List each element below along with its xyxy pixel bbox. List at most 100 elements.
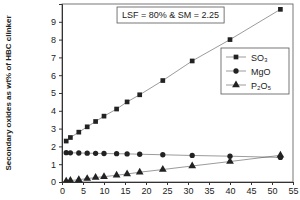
marker (226, 157, 234, 164)
tick-mark (59, 75, 62, 76)
tick: 45 (246, 182, 256, 196)
tick-label: 0 (51, 177, 56, 187)
tick: 0 (60, 182, 65, 196)
tick: 8 (51, 35, 62, 45)
tick: 2 (51, 142, 62, 152)
plot-frame (62, 4, 293, 182)
tick: 15 (120, 182, 130, 196)
tick-label: 8 (51, 35, 56, 45)
tick-mark (59, 93, 62, 94)
marker (76, 130, 81, 135)
tick: 3 (51, 124, 62, 134)
tick-mark (272, 182, 273, 185)
tick-label: 9 (51, 17, 56, 27)
marker (113, 171, 121, 178)
axis-line (63, 183, 294, 186)
marker (92, 173, 100, 180)
series-line (66, 155, 280, 181)
legend: SO₃ MgO P₂O₅ (221, 48, 289, 94)
tick: 25 (162, 182, 172, 196)
tick: 55 (288, 182, 298, 196)
tick-label: 1 (51, 160, 56, 170)
legend-box (221, 48, 289, 94)
tick-label: 5 (51, 88, 56, 98)
marker (190, 59, 195, 64)
tick-label: 30 (183, 186, 193, 196)
marker (114, 151, 119, 156)
tick-label: 45 (246, 186, 256, 196)
marker (114, 107, 119, 112)
marker (76, 150, 81, 155)
legend-marker (233, 68, 238, 73)
x-axis: 0510152025303540455055 (60, 182, 299, 196)
marker (85, 124, 90, 129)
tick-label: 3 (51, 124, 56, 134)
chart: 05101520253035404550550123456789LSF = 80… (0, 0, 300, 200)
tick-mark (59, 57, 62, 58)
tick-label: 7 (51, 53, 56, 63)
marker (137, 152, 142, 157)
tick: 1 (51, 160, 62, 170)
tick: 5 (51, 88, 62, 98)
marker (124, 151, 129, 156)
marker (101, 151, 106, 156)
marker (68, 135, 73, 140)
tick-mark (83, 182, 84, 185)
tick-label: 55 (288, 186, 298, 196)
marker (188, 162, 196, 169)
tick-mark (59, 111, 62, 112)
tick-label: 4 (51, 106, 56, 116)
legend-label: SO₃ (251, 53, 268, 63)
tick: 4 (51, 106, 62, 116)
legend-label: MgO (251, 67, 271, 77)
tick-label: 25 (162, 186, 172, 196)
tick-mark (188, 182, 189, 185)
tick-label: 6 (51, 71, 56, 81)
marker (228, 37, 233, 42)
marker (75, 175, 83, 182)
tick: 40 (225, 182, 235, 196)
tick-mark (59, 182, 62, 183)
y-axis: 0 1 2 3 4 5 6 7 8 9 (51, 5, 63, 188)
marker (125, 100, 130, 105)
tick-label: 2 (51, 142, 56, 152)
tick: 10 (99, 182, 109, 196)
tick: 7 (51, 53, 62, 63)
axis-line (59, 5, 63, 183)
tick-mark (59, 40, 62, 41)
legend-marker (234, 55, 239, 60)
tick-label: 10 (99, 186, 109, 196)
marker (136, 168, 144, 175)
data-layer (62, 7, 284, 182)
marker (93, 119, 98, 124)
tick-mark (125, 182, 126, 185)
marker (85, 151, 90, 156)
tick-mark (59, 146, 62, 147)
marker (160, 78, 165, 83)
annotation-box (117, 7, 224, 23)
tick-mark (59, 129, 62, 130)
legend-label: P₂O₅ (251, 81, 271, 91)
tick: 30 (183, 182, 193, 196)
tick-mark (59, 164, 62, 165)
marker (83, 174, 91, 181)
tick-label: 5 (81, 186, 86, 196)
marker (160, 152, 165, 157)
tick-label: 15 (120, 186, 130, 196)
tick-label: 20 (141, 186, 151, 196)
tick-label: 0 (60, 186, 65, 196)
y-axis-title: Secondary oxides as wt% of HBC clinker (4, 15, 13, 170)
marker (67, 176, 75, 182)
marker (277, 151, 285, 158)
tick: 5 (81, 182, 86, 196)
marker (102, 114, 107, 119)
marker (159, 165, 167, 172)
marker (190, 153, 195, 158)
tick: 6 (51, 71, 62, 81)
tick-mark (251, 182, 252, 185)
tick-mark (293, 182, 294, 185)
series-line (66, 153, 280, 158)
marker (278, 7, 283, 12)
annotation-text: LSF = 80% & SM = 2.25 (122, 10, 219, 20)
marker (93, 151, 98, 156)
